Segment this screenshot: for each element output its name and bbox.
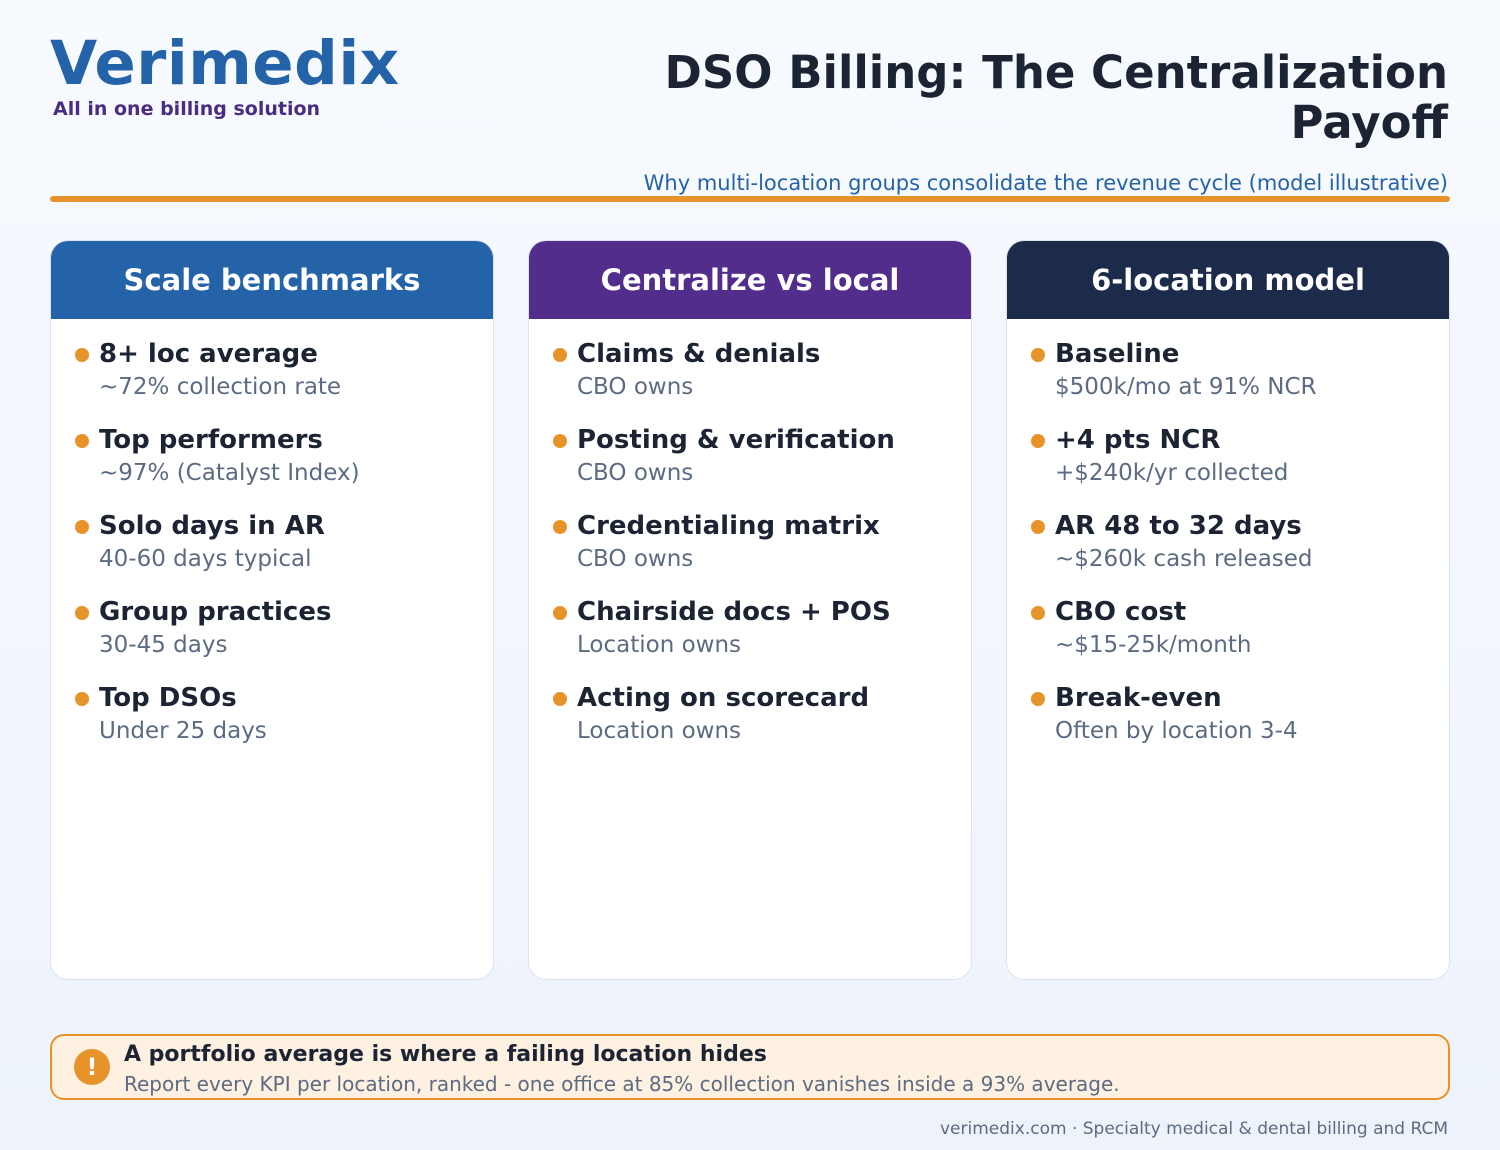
item-title: Chairside docs + POS xyxy=(577,597,891,627)
list-item: 8+ loc average ~72% collection rate xyxy=(73,335,493,421)
callout-warning: ! A portfolio average is where a failing… xyxy=(50,1034,1450,1100)
bullet-dot-icon xyxy=(75,606,89,620)
item-title: CBO cost xyxy=(1055,597,1187,627)
bullet-dot-icon xyxy=(75,520,89,534)
list-item: Credentialing matrix CBO owns xyxy=(551,507,971,593)
list-item: CBO cost ~$15-25k/month xyxy=(1029,593,1449,679)
item-description: ~$15-25k/month xyxy=(1055,632,1252,658)
card-body: Claims & denials CBO owns Posting & veri… xyxy=(529,319,971,765)
page-subtitle: Why multi-location groups consolidate th… xyxy=(643,171,1448,195)
callout-title: A portfolio average is where a failing l… xyxy=(124,1042,767,1067)
brand-tagline: All in one billing solution xyxy=(53,98,321,120)
brand-name: Verimedix xyxy=(50,28,400,99)
item-description: $500k/mo at 91% NCR xyxy=(1055,374,1317,400)
item-description: CBO owns xyxy=(577,374,694,400)
item-description: Often by location 3-4 xyxy=(1055,718,1298,744)
list-item: Group practices 30-45 days xyxy=(73,593,493,679)
item-description: CBO owns xyxy=(577,546,694,572)
item-title: 8+ loc average xyxy=(99,339,318,369)
bullet-dot-icon xyxy=(75,434,89,448)
list-item: Top DSOs Under 25 days xyxy=(73,679,493,765)
page-title: DSO Billing: The Centralization Payoff xyxy=(664,46,1448,149)
item-title: Group practices xyxy=(99,597,332,627)
bullet-dot-icon xyxy=(1031,692,1045,706)
bullet-dot-icon xyxy=(1031,348,1045,362)
card-scale-benchmarks: Scale benchmarks 8+ loc average ~72% col… xyxy=(50,240,494,980)
list-item: Top performers ~97% (Catalyst Index) xyxy=(73,421,493,507)
bullet-dot-icon xyxy=(553,692,567,706)
card-centralize-vs-local: Centralize vs local Claims & denials CBO… xyxy=(528,240,972,980)
item-title: Top performers xyxy=(99,425,323,455)
bullet-dot-icon xyxy=(1031,434,1045,448)
bullet-dot-icon xyxy=(75,348,89,362)
footer-text: verimedix.com · Specialty medical & dent… xyxy=(940,1119,1448,1139)
bullet-dot-icon xyxy=(553,606,567,620)
card-header: 6-location model xyxy=(1007,241,1449,319)
item-description: 30-45 days xyxy=(99,632,228,658)
card-header: Centralize vs local xyxy=(529,241,971,319)
item-title: Credentialing matrix xyxy=(577,511,880,541)
warning-icon: ! xyxy=(74,1049,110,1085)
list-item: Chairside docs + POS Location owns xyxy=(551,593,971,679)
item-title: +4 pts NCR xyxy=(1055,425,1221,455)
item-title: Baseline xyxy=(1055,339,1180,369)
item-title: Solo days in AR xyxy=(99,511,325,541)
list-item: +4 pts NCR +$240k/yr collected xyxy=(1029,421,1449,507)
bullet-dot-icon xyxy=(1031,520,1045,534)
item-description: ~72% collection rate xyxy=(99,374,342,400)
item-description: CBO owns xyxy=(577,460,694,486)
item-title: Posting & verification xyxy=(577,425,895,455)
card-body: Baseline $500k/mo at 91% NCR +4 pts NCR … xyxy=(1007,319,1449,765)
item-title: Acting on scorecard xyxy=(577,683,870,713)
list-item: Solo days in AR 40-60 days typical xyxy=(73,507,493,593)
item-description: Under 25 days xyxy=(99,718,267,744)
bullet-dot-icon xyxy=(75,692,89,706)
callout-text: Report every KPI per location, ranked - … xyxy=(124,1072,1120,1096)
title-divider xyxy=(50,196,1450,202)
item-title: Claims & denials xyxy=(577,339,821,369)
list-item: Claims & denials CBO owns xyxy=(551,335,971,421)
list-item: Baseline $500k/mo at 91% NCR xyxy=(1029,335,1449,421)
bullet-dot-icon xyxy=(553,520,567,534)
bullet-dot-icon xyxy=(553,348,567,362)
item-description: +$240k/yr collected xyxy=(1055,460,1289,486)
card-body: 8+ loc average ~72% collection rate Top … xyxy=(51,319,493,765)
card-6-location-model: 6-location model Baseline $500k/mo at 91… xyxy=(1006,240,1450,980)
list-item: Break-even Often by location 3-4 xyxy=(1029,679,1449,765)
list-item: Posting & verification CBO owns xyxy=(551,421,971,507)
item-description: ~$260k cash released xyxy=(1055,546,1313,572)
card-header: Scale benchmarks xyxy=(51,241,493,319)
item-description: ~97% (Catalyst Index) xyxy=(99,460,360,486)
item-description: 40-60 days typical xyxy=(99,546,312,572)
item-title: Top DSOs xyxy=(99,683,237,713)
item-description: Location owns xyxy=(577,718,742,744)
item-description: Location owns xyxy=(577,632,742,658)
bullet-dot-icon xyxy=(553,434,567,448)
list-item: AR 48 to 32 days ~$260k cash released xyxy=(1029,507,1449,593)
item-title: AR 48 to 32 days xyxy=(1055,511,1302,541)
item-title: Break-even xyxy=(1055,683,1222,713)
bullet-dot-icon xyxy=(1031,606,1045,620)
list-item: Acting on scorecard Location owns xyxy=(551,679,971,765)
